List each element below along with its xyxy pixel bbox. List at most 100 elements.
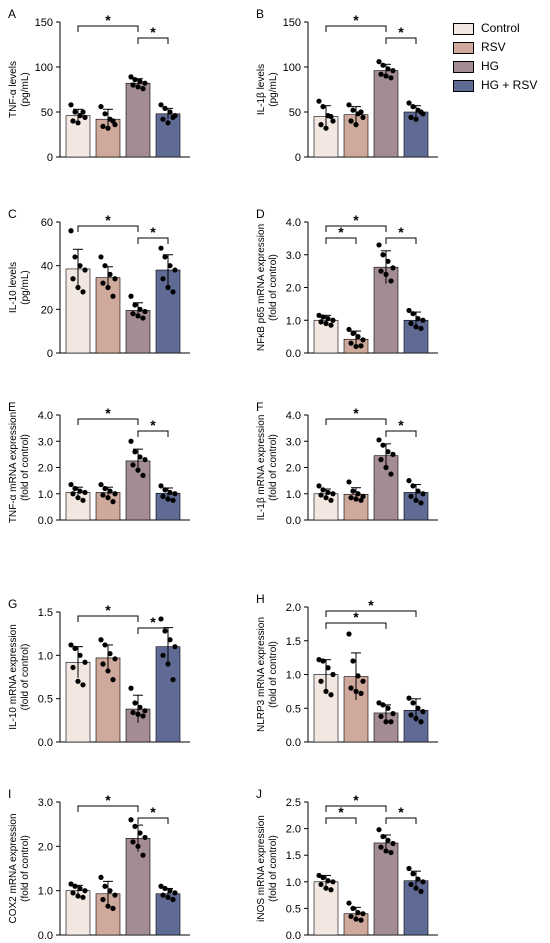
- data-point: [318, 492, 324, 498]
- data-point: [410, 311, 416, 317]
- data-point: [80, 682, 86, 688]
- data-point: [330, 879, 336, 885]
- data-point: [170, 289, 176, 295]
- data-point: [167, 489, 173, 496]
- y-tick-label: 1.0: [286, 315, 301, 327]
- data-point: [320, 874, 326, 881]
- data-point: [408, 114, 414, 120]
- data-point: [380, 252, 386, 258]
- y-tick-label: 0.5: [286, 903, 301, 915]
- bar-hgrsv: [403, 319, 429, 354]
- data-point: [410, 104, 416, 110]
- data-point: [348, 340, 354, 346]
- data-point: [410, 483, 416, 489]
- panel-f: F 0.0 1.0 2.0 3.0 4.0 IL-1β mRNA expression (fo…: [256, 400, 438, 527]
- data-point: [140, 713, 146, 719]
- data-point: [413, 885, 419, 891]
- y-tick-label: 2.0: [38, 841, 53, 853]
- data-point: [77, 652, 83, 658]
- data-point: [100, 492, 106, 498]
- data-point: [360, 114, 366, 120]
- data-point: [80, 109, 86, 115]
- y-axis-label: (fold of control): [268, 434, 279, 501]
- significance-bracket: [137, 817, 169, 824]
- data-point: [75, 893, 81, 899]
- data-point: [135, 84, 141, 90]
- data-point: [328, 692, 334, 698]
- data-point: [167, 637, 173, 643]
- data-point: [378, 713, 384, 719]
- bar-hgrsv: [403, 111, 429, 158]
- data-point: [383, 73, 389, 79]
- data-point: [98, 637, 104, 643]
- bar-hgrsv: [403, 880, 429, 936]
- bar-hg: [125, 838, 151, 936]
- data-point: [68, 642, 74, 648]
- significance-bracket: [325, 817, 357, 824]
- significance-bracket: [77, 25, 139, 32]
- data-point: [128, 685, 134, 691]
- data-point: [383, 719, 389, 725]
- data-point: [325, 489, 331, 496]
- data-point: [107, 888, 113, 894]
- data-point: [162, 105, 168, 111]
- data-point: [128, 293, 134, 299]
- significance-bracket: [325, 237, 357, 244]
- y-axis-label: (fold of control): [20, 835, 31, 902]
- y-tick-label: 4.0: [286, 217, 301, 229]
- data-point: [418, 325, 424, 332]
- legend-item-hg-rsv: HG + RSV: [453, 77, 550, 96]
- panel-b: B 0 50 100 150 IL-1β levels (pg/mL) * *: [256, 7, 438, 164]
- data-point: [160, 892, 166, 898]
- significance-star: *: [398, 24, 404, 40]
- data-point: [353, 343, 359, 350]
- data-point: [105, 495, 111, 501]
- data-point: [158, 616, 164, 622]
- data-point: [158, 483, 164, 489]
- y-tick-label: 0.0: [38, 930, 53, 942]
- significance-star: *: [150, 804, 156, 820]
- y-axis-label: TNF-α levels: [8, 61, 19, 118]
- y-tick-label: 40: [41, 261, 53, 273]
- y-tick-label: 50: [41, 107, 53, 119]
- data-point: [68, 481, 74, 488]
- data-point: [80, 497, 86, 503]
- y-axis-label: NLRP3 mRNA expression: [256, 617, 267, 732]
- data-point: [132, 823, 138, 829]
- data-point: [132, 77, 138, 83]
- y-axis-label: (fold of control): [268, 254, 279, 321]
- y-tick-label: 0.0: [286, 515, 301, 527]
- significance-star: *: [150, 24, 156, 40]
- data-point: [420, 317, 426, 323]
- data-point: [102, 642, 108, 648]
- data-point: [330, 118, 336, 124]
- y-tick-label: 2.5: [286, 797, 301, 809]
- data-point: [325, 316, 331, 322]
- data-point: [130, 82, 136, 88]
- data-point: [140, 472, 146, 478]
- data-point: [172, 644, 178, 650]
- data-point: [112, 656, 118, 662]
- data-point: [137, 454, 143, 460]
- data-point: [142, 80, 148, 86]
- data-point: [167, 109, 173, 115]
- data-point: [318, 319, 324, 325]
- data-point: [408, 881, 414, 888]
- data-point: [328, 113, 334, 120]
- data-point: [358, 690, 364, 697]
- data-point: [75, 284, 81, 291]
- data-point: [378, 71, 384, 77]
- y-tick-label: 0: [295, 152, 301, 164]
- data-point: [132, 302, 138, 308]
- data-point: [376, 827, 382, 833]
- data-point: [390, 711, 396, 717]
- y-tick-label: 1.5: [38, 607, 53, 619]
- data-point: [376, 242, 382, 248]
- y-tick-label: 20: [41, 304, 53, 316]
- panel-label: J: [256, 787, 262, 801]
- data-point: [82, 267, 88, 273]
- y-tick-label: 1.0: [38, 650, 53, 662]
- data-point: [353, 496, 359, 502]
- y-axis-label: (fold of control): [268, 641, 279, 708]
- data-point: [346, 631, 352, 637]
